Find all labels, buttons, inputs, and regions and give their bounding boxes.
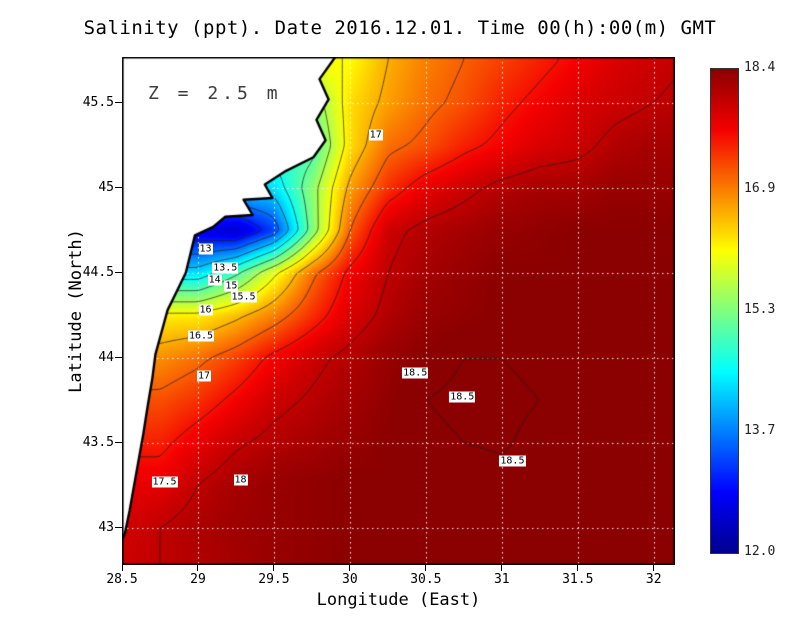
y-tick-label: 44.5 <box>82 264 114 280</box>
contour-label: 15 <box>224 280 239 292</box>
x-tick-mark <box>121 565 123 571</box>
y-tick-label: 43.5 <box>82 434 114 450</box>
x-tick-label: 29.5 <box>258 572 290 587</box>
x-tick-label: 28.5 <box>106 572 138 587</box>
colorbar-label: 12.0 <box>744 544 776 559</box>
x-tick-label: 31.5 <box>562 572 594 587</box>
x-tick-mark <box>501 565 503 571</box>
contour-label: 16 <box>198 304 213 316</box>
x-tick-mark <box>273 565 275 571</box>
depth-annotation: Z = 2.5 m <box>148 83 282 104</box>
y-tick-label: 44 <box>98 349 114 365</box>
y-tick-mark <box>115 527 122 529</box>
contour-label: 18.5 <box>499 455 526 467</box>
x-axis-label: Longitude (East) <box>316 590 481 610</box>
contour-label: 13.5 <box>212 262 239 274</box>
x-tick-label: 31 <box>493 572 510 587</box>
y-tick-mark <box>115 357 122 359</box>
contour-label: 16.5 <box>187 330 215 342</box>
y-tick-label: 43 <box>98 519 114 535</box>
contour-label: 17 <box>197 370 212 382</box>
colorbar-gradient <box>710 68 739 554</box>
y-tick-mark <box>115 272 122 274</box>
x-tick-label: 29 <box>190 572 206 587</box>
plot-area: Z = 2.5 m 17 13 13.5 14 15 15.5 16 16.5 17 17.5 18… <box>122 57 675 565</box>
chart-title: Salinity (ppt). Date 2016.12.01. Time 00… <box>83 17 717 39</box>
y-tick-label: 45.5 <box>82 94 114 110</box>
contour-label: 15.5 <box>230 291 257 303</box>
contour-label: 18.5 <box>402 367 429 379</box>
contour-label: 18 <box>233 474 248 486</box>
contour-label: 18.5 <box>449 391 476 403</box>
x-tick-mark <box>197 565 199 571</box>
x-tick-mark <box>425 565 427 571</box>
contour-label: 13 <box>198 243 213 255</box>
colorbar-label: 13.7 <box>744 423 776 438</box>
colorbar-label: 16.9 <box>744 181 776 196</box>
x-tick-mark <box>577 565 579 571</box>
y-tick-label: 45 <box>98 179 114 195</box>
x-tick-mark <box>653 565 655 571</box>
y-tick-mark <box>115 442 122 444</box>
salinity-heatmap-canvas <box>122 57 675 565</box>
colorbar-label: 18.4 <box>744 60 776 75</box>
colorbar-label: 15.3 <box>744 302 776 317</box>
contour-label: 14 <box>207 274 222 286</box>
x-tick-label: 32 <box>645 572 662 587</box>
x-tick-label: 30 <box>342 572 358 587</box>
contour-label: 17.5 <box>151 476 178 488</box>
x-tick-mark <box>349 565 351 571</box>
contour-label: 17 <box>368 129 383 141</box>
x-tick-label: 30.5 <box>410 572 442 587</box>
y-tick-mark <box>115 102 122 104</box>
y-tick-mark <box>115 187 122 189</box>
y-axis-label: Latitude (North) <box>66 229 86 393</box>
